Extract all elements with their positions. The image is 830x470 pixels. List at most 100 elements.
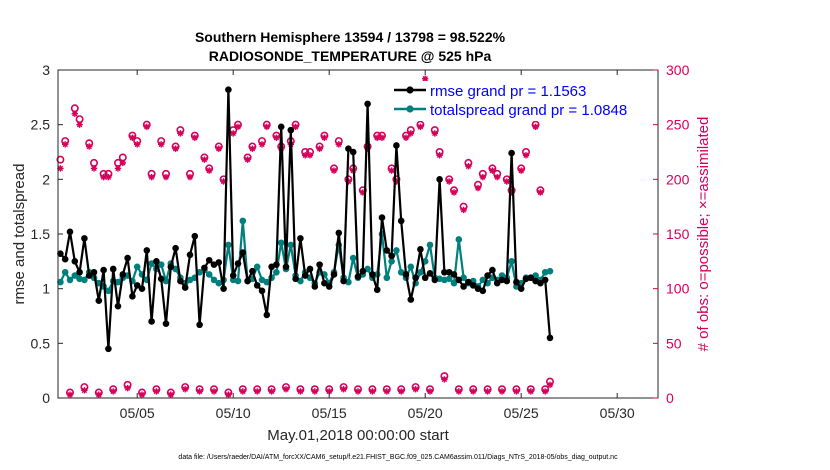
obs-assimilated-marker [86, 143, 93, 150]
y-tick-label-left: 2 [42, 171, 50, 187]
obs-assimilated-marker [450, 189, 458, 196]
obs-assimilated-stroke [230, 130, 236, 137]
rmse-point [364, 100, 371, 108]
obs-assimilated-stroke [504, 178, 510, 185]
totalspread-point [508, 258, 515, 265]
obs-assimilated-stroke [494, 174, 500, 180]
totalspread-point [393, 247, 400, 254]
obs-assimilated-stroke [316, 145, 323, 152]
rmse-point [167, 263, 175, 271]
rmse-point [277, 123, 285, 131]
obs-assimilated-stroke [355, 388, 361, 395]
totalspread-point [426, 241, 434, 249]
rmse-point [469, 282, 477, 289]
rmse-point [306, 265, 314, 273]
obs-assimilated-marker [196, 388, 203, 395]
totalspread-point [546, 267, 554, 275]
obs-assimilated-stroke [57, 165, 64, 172]
obs-assimilated-marker [412, 386, 419, 393]
obs-assimilated-marker [239, 388, 246, 395]
obs-assimilated-marker [321, 134, 328, 141]
obs-assimilated-stroke [220, 178, 227, 185]
obs-assimilated-marker [431, 130, 438, 137]
obs-assimilated-stroke [489, 167, 496, 174]
y-tick-label-left: 0.5 [31, 335, 51, 351]
obs-assimilated-marker [402, 134, 410, 141]
obs-assimilated-marker [90, 165, 98, 172]
totalspread-point [81, 276, 88, 284]
rmse-point [546, 334, 554, 342]
rmse-point [172, 244, 179, 252]
rmse-point [369, 271, 376, 278]
obs-assimilated-marker [210, 388, 218, 395]
y-tick-label-right: 300 [666, 62, 690, 78]
rmse-point [527, 274, 535, 282]
obs-assimilated-marker [465, 163, 472, 170]
rmse-point [239, 249, 247, 256]
rmse-point [129, 293, 136, 300]
obs-assimilated-marker [268, 388, 275, 395]
totalspread-point [479, 276, 487, 284]
obs-assimilated-marker [234, 123, 242, 131]
obs-assimilated-stroke [254, 388, 260, 395]
totalspread-point [239, 217, 247, 225]
obs-assimilated-stroke [192, 135, 198, 141]
obs-assimilated-stroke [470, 388, 476, 395]
rmse-point [95, 297, 103, 304]
rmse-point [484, 272, 491, 279]
obs-assimilated-stroke [283, 386, 289, 392]
obs-assimilated-stroke [172, 145, 179, 152]
obs-assimilated-stroke [388, 167, 395, 174]
obs-assimilated-stroke [403, 135, 409, 141]
obs-assimilated-marker [167, 391, 174, 398]
totalspread-point [287, 241, 295, 249]
legend-spread-label: totalspread grand pr = 1.0848 [430, 102, 627, 119]
rmse-point [287, 126, 295, 134]
obs-assimilated-stroke [67, 391, 73, 398]
obs-assimilated-marker [426, 388, 434, 395]
obs-assimilated-stroke [475, 185, 481, 191]
obs-assimilated-marker [513, 388, 520, 395]
obs-assimilated-stroke [148, 174, 155, 180]
obs-assimilated-stroke [326, 388, 332, 395]
obs-assimilated-marker [254, 388, 261, 395]
obs-assimilated-stroke [259, 141, 265, 148]
obs-assimilated-marker [398, 388, 405, 395]
obs-assimilated-stroke [432, 130, 438, 137]
rmse-point [105, 345, 112, 353]
rmse-point [335, 229, 343, 237]
obs-assimilated-stroke [201, 156, 208, 163]
obs-assimilated-marker [124, 384, 131, 392]
rmse-point [441, 268, 448, 276]
rmse-point [253, 282, 261, 289]
rmse-point [177, 277, 184, 285]
rmse-point [349, 148, 357, 156]
obs-assimilated-stroke [187, 174, 193, 180]
rmse-point [282, 263, 290, 271]
obs-assimilated-stroke [206, 167, 212, 174]
obs-assimilated-stroke [528, 388, 534, 395]
rmse-point [225, 86, 232, 93]
obs-assimilated-marker [388, 167, 395, 174]
obs-assimilated-marker [191, 134, 198, 141]
rmse-point [57, 250, 64, 257]
totalspread-point [450, 279, 458, 287]
totalspread-point [71, 272, 79, 279]
rmse-point [234, 260, 242, 267]
obs-assimilated-stroke [268, 388, 275, 395]
rmse-point [201, 264, 208, 272]
x-tick-label: 05/30 [600, 405, 635, 421]
data-file-footer: data file: /Users/raeder/DAI/ATM_forcXX/… [178, 454, 618, 461]
y-tick-label-right: 200 [666, 171, 690, 187]
rmse-point [493, 279, 501, 287]
rmse-point [479, 287, 487, 295]
rmse-point [503, 277, 511, 285]
totalspread-point [225, 241, 232, 249]
obs-assimilated-stroke [422, 76, 428, 82]
obs-assimilated-stroke [153, 388, 160, 395]
rmse-point [273, 261, 280, 268]
obs-assimilated-marker [258, 141, 266, 148]
obs-assimilated-marker [479, 173, 486, 181]
obs-assimilated-stroke [297, 388, 304, 395]
